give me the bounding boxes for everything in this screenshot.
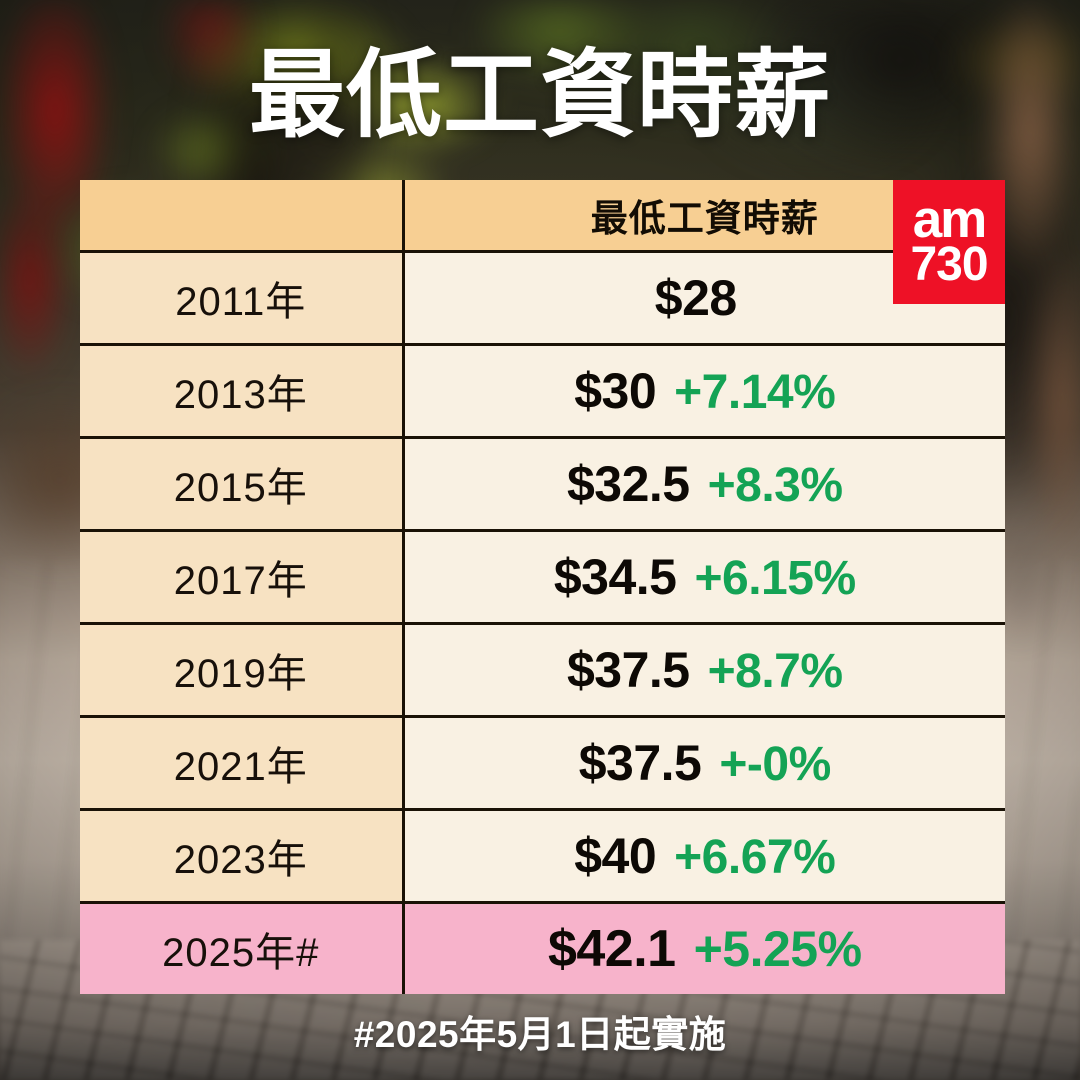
year-label: 2017年 [173,559,308,603]
am730-logo-730: 730 [910,238,988,292]
wage-delta: +6.15% [694,552,856,605]
table-header: 最低工資時薪 [80,180,1005,253]
table-row: 2011年 $28 [80,251,1006,346]
table-row: 2021年 $37.5 +-0% [80,716,1006,811]
cell-value: $40 +6.67% [403,809,1006,904]
wage-amount: $32.5 [566,456,690,512]
wage-amount: $30 [574,363,657,419]
cell-value: $32.5 +8.3% [403,437,1006,532]
table-row: 2015年 $32.5 +8.3% [80,437,1006,532]
column-header-value-label: 最低工資時薪 [590,198,819,239]
value-group: $28 [405,269,1006,327]
cell-value: $37.5 +8.7% [403,623,1006,718]
cell-value: $37.5 +-0% [403,716,1006,811]
wage-delta: +7.14% [674,366,836,419]
value-group: $42.1 +5.25% [405,919,1006,979]
am730-logo-am: am [912,189,988,249]
year-label: 2023年 [173,838,308,882]
table-row: 2023年 $40 +6.67% [80,809,1006,904]
cell-year: 2015年 [80,437,405,532]
wage-amount: $28 [654,270,737,326]
value-group: $40 +6.67% [405,827,1006,885]
cell-year: 2025年# [80,902,405,994]
minimum-wage-table-wrapper: 最低工資時薪 2011年 $28 [80,180,1005,994]
cell-year: 2017年 [80,530,405,625]
value-group: $37.5 +8.7% [405,641,1006,699]
table-row: 2019年 $37.5 +8.7% [80,623,1006,718]
year-label: 2011年 [175,280,307,324]
wage-delta: +8.7% [707,645,843,698]
cell-value: $42.1 +5.25% [403,902,1006,994]
cell-year: 2021年 [80,716,405,811]
table-header-row: 最低工資時薪 [80,180,1005,253]
wage-delta: +-0% [719,738,831,791]
wage-amount: $40 [574,828,657,884]
cell-year: 2011年 [80,251,405,346]
wage-delta: +6.67% [674,831,836,884]
value-group: $32.5 +8.3% [405,455,1006,513]
table-body: 2011年 $28 2013年 $30 [80,251,1006,994]
year-label: 2013年 [173,373,308,417]
wage-amount: $34.5 [553,549,677,605]
wage-amount: $42.1 [547,920,676,978]
minimum-wage-table: 最低工資時薪 2011年 $28 [80,180,1005,994]
wage-delta: +8.3% [707,459,843,512]
cell-year: 2013年 [80,344,405,439]
wage-delta: +5.25% [693,921,862,977]
year-label: 2021年 [173,745,308,789]
table-row: 2013年 $30 +7.14% [80,344,1006,439]
year-label: 2019年 [173,652,308,696]
value-group: $30 +7.14% [405,362,1006,420]
am730-logo: am 730 [893,180,1005,304]
cell-year: 2019年 [80,623,405,718]
table-row-highlighted: 2025年# $42.1 +5.25% [80,902,1006,994]
column-header-year [80,180,405,253]
year-label: 2015年 [173,466,308,510]
wage-amount: $37.5 [578,735,702,791]
cell-value: $34.5 +6.15% [403,530,1006,625]
year-label: 2025年# [162,931,320,975]
value-group: $37.5 +-0% [405,734,1006,792]
page-title: 最低工資時薪 [249,42,831,149]
wage-amount: $37.5 [566,642,690,698]
table-row: 2017年 $34.5 +6.15% [80,530,1006,625]
value-group: $34.5 +6.15% [405,548,1006,606]
cell-year: 2023年 [80,809,405,904]
footnote: #2025年5月1日起實施 [353,1014,727,1055]
cell-value: $30 +7.14% [403,344,1006,439]
